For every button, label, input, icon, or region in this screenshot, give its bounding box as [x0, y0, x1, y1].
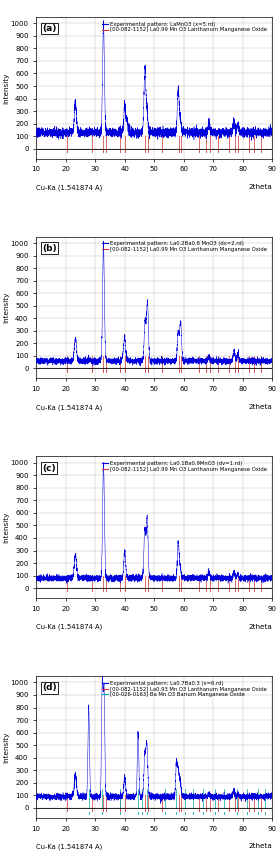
Legend: Experimental pattern: LaMnO3 (x=5.rd), [00-082-1152] La0.99 Mn O3 Lanthanum Mang: Experimental pattern: LaMnO3 (x=5.rd), […	[101, 21, 267, 33]
Legend: Experimental pattern: La0.7Ba0.3 (x=6.rd), [00-082-1152] La0.93 Mn O3 Lanthanum : Experimental pattern: La0.7Ba0.3 (x=6.rd…	[101, 680, 267, 698]
Y-axis label: Intensity: Intensity	[3, 72, 9, 104]
Text: (b): (b)	[42, 244, 57, 253]
Y-axis label: Intensity: Intensity	[3, 292, 9, 323]
Text: (a): (a)	[42, 24, 56, 33]
Text: 2theta: 2theta	[249, 184, 272, 190]
Text: Cu-Ka (1.541874 A): Cu-Ka (1.541874 A)	[36, 404, 102, 411]
Text: (d): (d)	[42, 683, 57, 693]
Y-axis label: Intensity: Intensity	[3, 512, 9, 543]
Text: 2theta: 2theta	[249, 624, 272, 630]
Text: Cu-Ka (1.541874 A): Cu-Ka (1.541874 A)	[36, 843, 102, 850]
Legend: Experimental pattern: La0.1Ba0.9MnO3 (dv=1.rd), [00-082-1152] La0.99 Mn O3 Lanth: Experimental pattern: La0.1Ba0.9MnO3 (dv…	[101, 461, 267, 472]
Legend: Experimental pattern: La0.2Ba0.8 MnO3 (dx=2.rd), [00-082-1152] La0.99 Mn O3 Lant: Experimental pattern: La0.2Ba0.8 MnO3 (d…	[101, 241, 267, 253]
Text: (c): (c)	[42, 463, 56, 473]
Text: Cu-Ka (1.541874 A): Cu-Ka (1.541874 A)	[36, 624, 102, 630]
Text: Cu-Ka (1.541874 A): Cu-Ka (1.541874 A)	[36, 184, 102, 191]
Y-axis label: Intensity: Intensity	[3, 731, 9, 763]
Text: 2theta: 2theta	[249, 404, 272, 410]
Text: 2theta: 2theta	[249, 843, 272, 849]
